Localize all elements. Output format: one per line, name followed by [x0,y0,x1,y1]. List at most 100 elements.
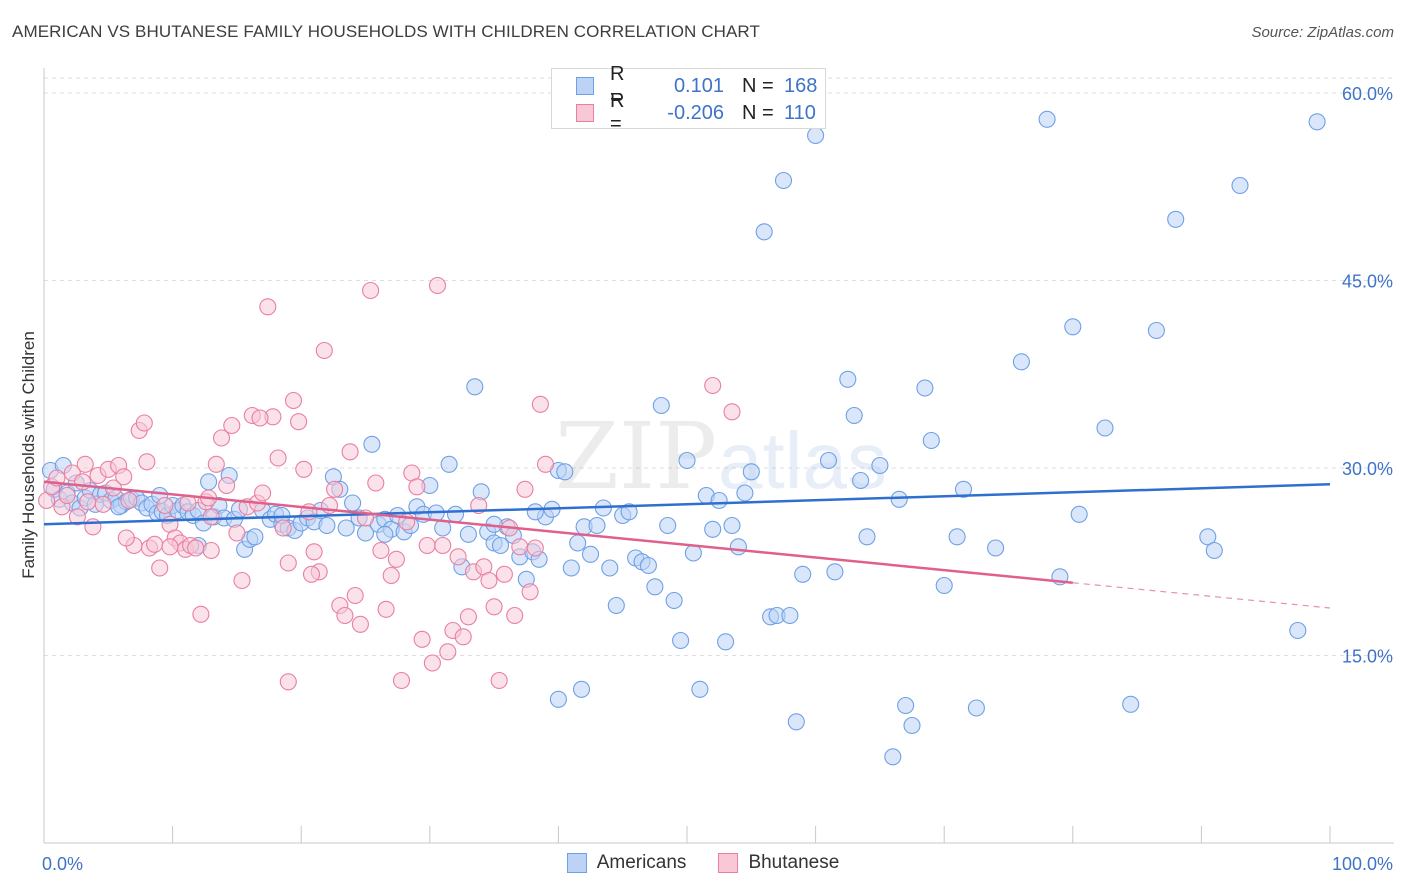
point-bhutanese-100 [138,453,156,471]
legend-r-label: R = [610,90,625,135]
point-bhutanese-95 [526,539,544,557]
point-bhutanese-49 [290,413,308,431]
point-americans-144 [1038,110,1056,128]
trendline-americans [43,483,1331,526]
point-americans-146 [1064,318,1082,336]
point-bhutanese-34 [212,429,231,447]
point-americans-154 [1231,176,1249,195]
point-americans-102 [639,556,657,575]
point-bhutanese-82 [459,608,477,626]
point-americans-134 [897,696,915,715]
point-americans-118 [742,463,760,481]
point-americans-136 [916,379,934,397]
point-americans-124 [807,126,825,145]
point-americans-129 [852,471,870,490]
point-americans-133 [890,490,908,508]
point-bhutanese-4 [58,486,76,505]
point-americans-97 [607,596,625,615]
legend-item-bhutanese[interactable]: Bhutanese [718,852,839,874]
point-bhutanese-75 [423,654,441,672]
point-americans-163 [781,606,799,625]
point-americans-159 [376,525,394,543]
point-americans-112 [704,520,722,538]
point-americans-140 [954,480,973,498]
point-bhutanese-104 [302,565,321,583]
point-americans-114 [717,633,735,651]
legend-n-label: N = [742,101,774,124]
point-bhutanese-69 [392,671,411,690]
point-bhutanese-37 [228,524,246,542]
y-tick-label-1: 30.0% [1342,459,1393,479]
stats-legend: R = 0.101 N = 168 R = -0.206 N = 110 [551,63,826,135]
point-bhutanese-64 [367,474,385,492]
point-bhutanese-58 [336,606,354,625]
point-americans-105 [659,516,677,535]
point-americans-121 [774,171,793,190]
point-bhutanese-107 [117,529,135,547]
axis-layer [43,68,1394,844]
point-bhutanese-6 [68,508,86,526]
point-americans-125 [819,451,838,470]
point-bhutanese-19 [135,414,153,432]
point-bhutanese-43 [259,298,277,316]
point-bhutanese-74 [418,536,436,555]
point-americans-142 [987,539,1005,557]
point-bhutanese-48 [284,391,303,410]
legend-swatch-bhutanese [576,104,594,122]
point-americans-75 [466,378,484,396]
point-americans-139 [948,528,966,546]
point-bhutanese-106 [279,673,297,691]
chart-title: AMERICAN VS BHUTANESE FAMILY HOUSEHOLDS … [12,22,760,41]
point-bhutanese-88 [490,671,508,690]
point-americans-158 [572,680,591,698]
legend-swatch-americans [576,77,594,95]
point-americans-108 [678,451,696,470]
point-bhutanese-46 [274,519,292,537]
point-americans-94 [588,516,606,535]
point-bhutanese-63 [362,281,380,300]
point-bhutanese-103 [76,455,94,473]
point-bhutanese-72 [408,478,426,496]
legend-item-americans[interactable]: Americans [566,852,686,874]
point-americans-132 [884,748,902,766]
point-bhutanese-94 [521,583,539,601]
point-bhutanese-65 [372,541,390,560]
point-bhutanese-66 [377,600,395,618]
legend-r-value: -0.206 [667,101,724,124]
point-bhutanese-60 [346,586,364,605]
point-bhutanese-78 [439,643,457,661]
point-americans-71 [440,455,458,473]
legend-n-value: 110 [784,101,816,124]
point-americans-99 [620,503,638,521]
point-americans-59 [363,435,381,453]
point-americans-109 [684,544,702,562]
point-bhutanese-21 [146,535,164,553]
point-bhutanese-86 [480,571,498,590]
watermark: ZIP atlas [555,403,887,510]
point-americans-137 [922,431,940,450]
point-americans-93 [581,545,600,563]
point-americans-55 [337,519,355,537]
point-americans-91 [569,534,587,552]
legend-swatch-bhutanese [718,853,739,873]
point-americans-148 [1096,419,1114,437]
point-bhutanese-92 [511,538,529,556]
trendline-bhutanese-extrapolated [1072,582,1331,609]
point-bhutanese-89 [495,565,513,583]
point-americans-113 [710,491,728,510]
point-bhutanese-36 [223,416,241,435]
point-americans-161 [526,503,544,521]
point-bhutanese-68 [387,550,405,568]
x-tick-label-0: 0.0% [42,854,83,874]
point-bhutanese-11 [94,495,112,513]
point-bhutanese-67 [382,566,400,585]
point-americans-104 [652,396,670,415]
legend-label-bhutanese: Bhutanese [748,852,840,873]
trend-layer [43,480,1331,609]
point-bhutanese-101 [202,541,220,560]
trendline-bhutanese [43,480,1073,584]
point-bhutanese-59 [341,443,359,461]
point-bhutanese-97 [536,455,555,473]
point-bhutanese-33 [207,455,225,473]
point-americans-153 [1205,541,1223,560]
